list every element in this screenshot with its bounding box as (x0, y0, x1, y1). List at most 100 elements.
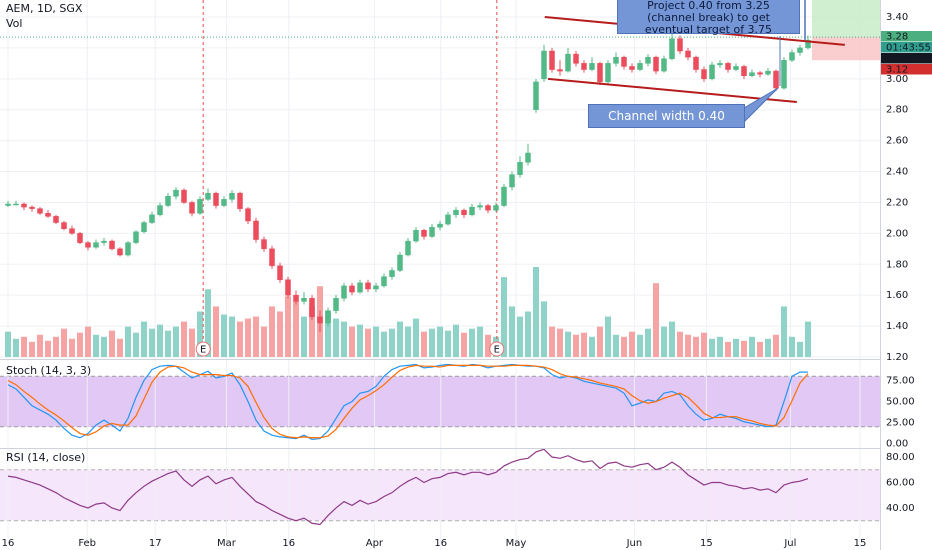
volume-bar (357, 324, 363, 357)
volume-bar (133, 332, 139, 357)
volume-bar (21, 336, 27, 357)
volume-bar (509, 306, 515, 357)
volume-bar (245, 318, 251, 357)
candle-body (421, 230, 427, 237)
volume-bar (277, 311, 283, 357)
candle-body (5, 203, 11, 206)
x-tick-label: 16 (434, 538, 447, 549)
volume-bar (741, 340, 747, 357)
candle-body (29, 206, 35, 209)
volume-bar (333, 318, 339, 357)
position-stop-zone (812, 37, 880, 61)
volume-bar (573, 334, 579, 357)
candle-body (205, 192, 211, 200)
volume-bar (157, 324, 163, 357)
volume-bar (469, 328, 475, 357)
channel-width-callout: Channel width 0.40 (588, 104, 745, 128)
volume-bar (221, 314, 227, 357)
volume-bar (773, 334, 779, 357)
candle-body (61, 222, 67, 229)
rsi-tick-label: 60.00 (886, 477, 915, 488)
price-axis-bg (880, 0, 932, 550)
volume-label: Vol (6, 17, 22, 30)
candle-body (797, 47, 803, 53)
y-tick-label: 2.20 (886, 197, 908, 208)
candle-body (789, 52, 795, 61)
rsi-tick-label: 80.00 (886, 452, 915, 463)
stoch-tick-label: 0.00 (886, 439, 908, 450)
candle-body (141, 222, 147, 233)
candle-body (237, 192, 243, 209)
stoch-title: Stoch (14, 3, 3) (6, 364, 91, 377)
volume-bar (757, 341, 763, 357)
candle-body (301, 298, 307, 302)
volume-bar (389, 328, 395, 357)
candle-body (277, 265, 283, 280)
volume-bar (205, 289, 211, 357)
volume-bar (621, 336, 627, 357)
candle-body (157, 205, 163, 216)
volume-bar (477, 326, 483, 357)
candle-body (741, 66, 747, 76)
y-tick-label: 2.40 (886, 167, 908, 178)
volume-bar (69, 338, 75, 357)
rsi-band (0, 469, 880, 521)
volume-bar (789, 336, 795, 357)
x-tick-label: Jul (783, 538, 796, 549)
channel-line (547, 77, 797, 103)
volume-bar (725, 341, 731, 357)
x-tick-label: Apr (366, 538, 384, 549)
volume-bar (421, 331, 427, 357)
candle-body (493, 205, 499, 211)
volume-bar (309, 306, 315, 357)
candle-body (317, 316, 323, 324)
candle-body (645, 56, 651, 64)
candle-body (557, 69, 563, 72)
x-tick-label: 15 (854, 538, 867, 549)
volume-bar (405, 326, 411, 357)
stoch-tick-label: 50.00 (886, 397, 915, 408)
candle-body (597, 63, 603, 83)
volume-bar (653, 283, 659, 357)
volume-bar (325, 311, 331, 357)
volume-bar (261, 326, 267, 357)
y-tick-label: 3.40 (886, 12, 908, 23)
candle-body (181, 189, 187, 203)
earnings-label: E (200, 345, 206, 356)
volume-bar (781, 306, 787, 357)
y-tick-label: 2.00 (886, 228, 908, 239)
volume-bar (85, 326, 91, 357)
volume-bar (637, 334, 643, 357)
volume-bar (341, 321, 347, 357)
y-tick-label: 1.60 (886, 290, 908, 301)
candle-body (269, 248, 275, 267)
volume-bar (485, 334, 491, 357)
candle-body (461, 209, 467, 216)
volume-bar (269, 306, 275, 357)
candle-body (373, 285, 379, 290)
candle-body (285, 279, 291, 296)
candle-body (349, 285, 355, 293)
stoch-line (7, 364, 809, 439)
candle-body (413, 230, 419, 242)
candle-body (253, 220, 259, 240)
candle-body (437, 223, 443, 228)
candle-body (325, 310, 331, 324)
candle-body (429, 226, 435, 237)
x-tick-label: 17 (149, 538, 162, 549)
volume-bar (229, 316, 235, 357)
candle-body (525, 152, 531, 163)
volume-bar (149, 328, 155, 357)
candle-body (381, 276, 387, 287)
volume-bar (685, 334, 691, 357)
volume-bar (677, 331, 683, 357)
volume-bar (661, 326, 667, 357)
candle-body (573, 53, 579, 64)
volume-bar (501, 277, 507, 357)
price-label: 3.25 (886, 54, 908, 65)
candle-body (773, 70, 779, 89)
candle-body (261, 239, 267, 250)
candle-body (733, 66, 739, 70)
volume-bar (797, 341, 803, 357)
